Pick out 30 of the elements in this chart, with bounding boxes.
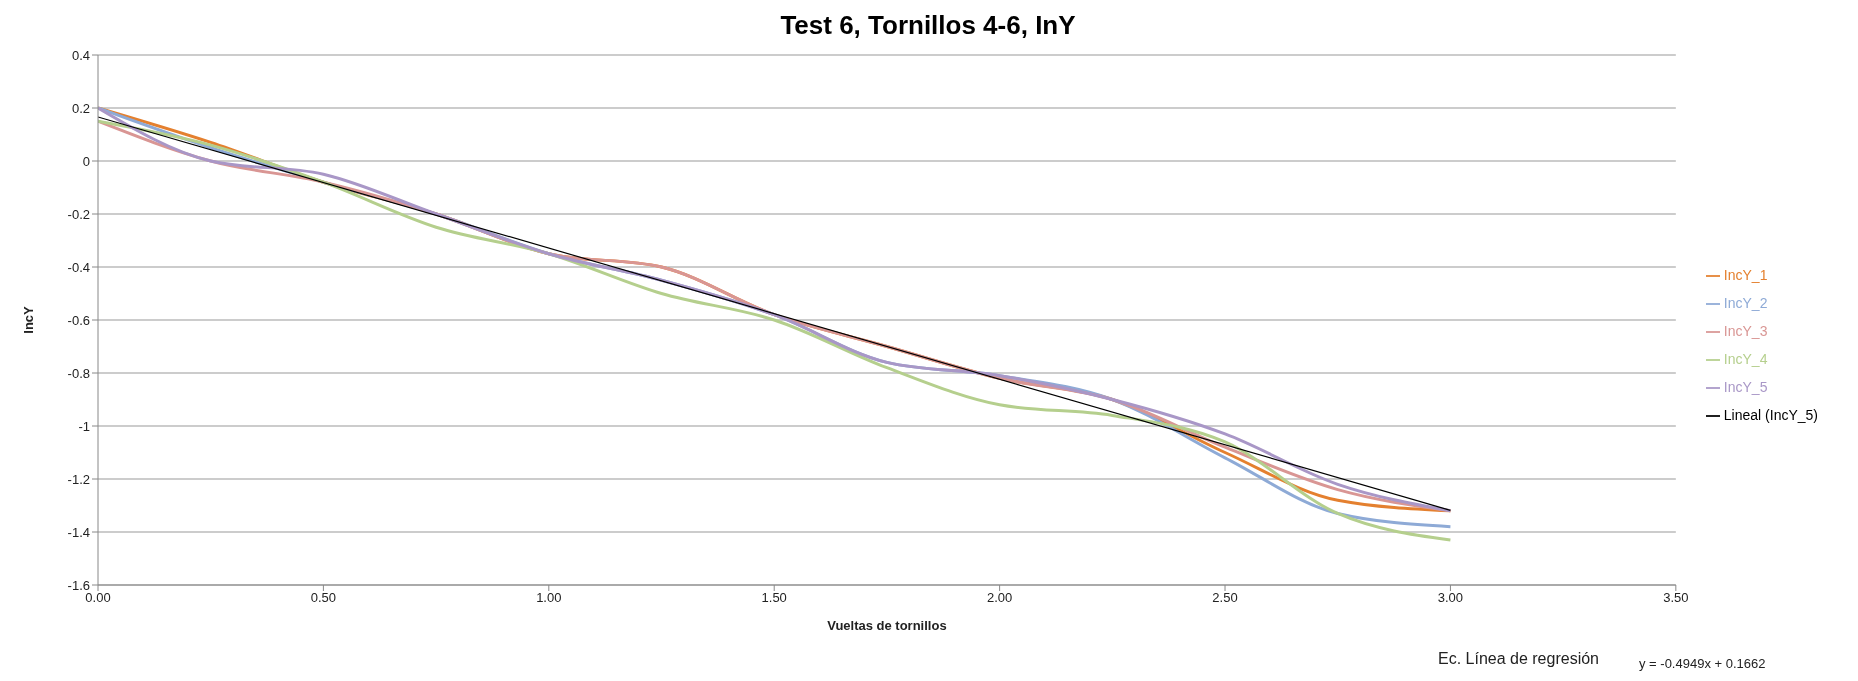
x-tick-label: 0.50 [310,590,337,606]
y-tick-label: -0.8 [67,365,90,381]
legend-label: IncY_5 [1723,379,1768,395]
y-tick-label: 0.2 [71,100,90,116]
legend-label: IncY_2 [1723,295,1768,311]
x-tick-label: 3.00 [1437,590,1464,606]
x-tick-label: 1.50 [761,590,787,606]
y-tick-label: -1.6 [67,577,90,593]
x-tick-label: 2.50 [1212,590,1238,606]
x-tick-label: 1.00 [536,590,562,606]
text: y = -0.4949x + 0.1662 [1639,656,1766,671]
x-tick-label: 0.00 [85,590,111,606]
y-tick-label: -0.2 [67,206,90,222]
text: Ec. Línea de regresión [1438,650,1599,669]
y-tick-label: 0 [82,153,90,169]
x-tick-label: 2.00 [986,590,1013,606]
legend-label: Lineal (IncY_5) [1723,407,1818,423]
legend-label: IncY_1 [1723,267,1768,283]
legend-label: IncY_4 [1723,351,1768,367]
y-tick-label: -1.2 [67,471,90,487]
legend-label: IncY_3 [1723,323,1768,339]
y-tick-label: -0.4 [67,259,90,275]
y-tick-label: -0.6 [67,312,90,328]
x-tick-label: 3.50 [1663,590,1689,606]
y-tick-label: -1.4 [67,524,90,540]
x-axis-title: Vueltas de tornillos [827,618,947,633]
chart-title: Test 6, Tornillos 4-6, InY [779,10,1077,41]
y-tick-label: -1 [78,418,90,434]
y-tick-label: 0.4 [71,47,90,63]
y-axis-title: IncY [20,305,36,334]
